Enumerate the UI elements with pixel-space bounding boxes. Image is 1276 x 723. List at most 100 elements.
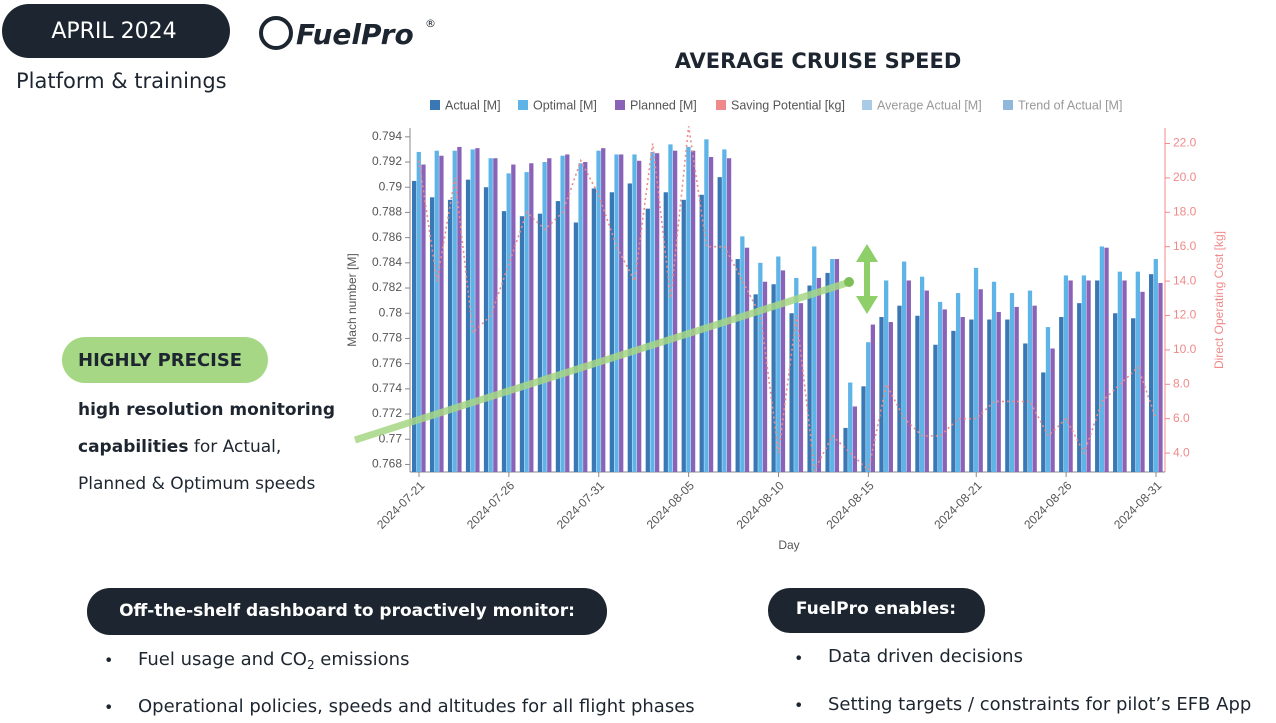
y-tick-label: 0.77: [379, 431, 403, 445]
bar: [578, 163, 583, 473]
logo-icon: [259, 16, 293, 50]
bar: [488, 158, 493, 472]
bar: [690, 150, 696, 472]
bar: [1153, 259, 1158, 472]
bar: [1095, 280, 1100, 472]
bar: [740, 236, 745, 472]
y-tick-label: 0.786: [372, 230, 402, 244]
y-tick-label: 0.782: [372, 280, 402, 294]
bar: [996, 311, 1001, 472]
bar: [542, 162, 547, 472]
bar: [655, 153, 660, 472]
bar: [1131, 318, 1136, 472]
bar: [771, 284, 776, 472]
y2-tick-label: 4.0: [1173, 445, 1190, 459]
bar: [1032, 305, 1037, 472]
bar: [591, 188, 597, 472]
bar: [632, 154, 637, 472]
x-tick-label: 2024-07-26: [464, 478, 518, 532]
bar: [726, 158, 732, 472]
bar: [1086, 280, 1091, 472]
bar: [991, 281, 997, 472]
bar: [524, 172, 529, 472]
bar: [789, 313, 794, 472]
x-tick-label: 2024-07-21: [374, 478, 428, 532]
logo: FuelPro: [296, 18, 414, 51]
bar: [421, 164, 426, 473]
bar: [583, 162, 588, 472]
bullet-dot: •: [794, 696, 803, 715]
y2-tick-label: 18.0: [1173, 204, 1197, 218]
bar: [609, 192, 614, 472]
x-tick-label: 2024-08-05: [644, 478, 698, 532]
bar: [483, 187, 489, 472]
range-arrow-head: [856, 296, 878, 314]
y2-tick-label: 6.0: [1173, 411, 1190, 425]
bar: [955, 293, 961, 472]
y-tick-label: 0.784: [372, 255, 402, 269]
legend-swatch: [862, 100, 872, 110]
bar: [942, 309, 947, 472]
y2-tick-label: 10.0: [1173, 342, 1197, 356]
bar: [753, 294, 758, 472]
bar: [416, 151, 421, 472]
bar: [722, 149, 727, 472]
bar: [452, 150, 457, 472]
bar: [1041, 372, 1046, 472]
bullet-dot: •: [104, 698, 113, 717]
bar: [919, 276, 925, 472]
bullet: Operational policies, speeds and altitud…: [138, 696, 695, 717]
bar: [1050, 348, 1055, 472]
bar: [1068, 280, 1073, 472]
bar: [519, 216, 525, 472]
bar: [1009, 293, 1015, 472]
x-tick-label: 2024-08-21: [931, 478, 985, 532]
callout-pill: [62, 337, 268, 383]
y-tick-label: 0.772: [372, 406, 402, 420]
trend-arrow-head: [844, 277, 854, 287]
y2-tick-label: 8.0: [1173, 376, 1190, 390]
bar: [906, 280, 911, 472]
bar: [708, 156, 714, 472]
x-label: Day: [778, 538, 799, 552]
subtitle: Platform & trainings: [16, 69, 227, 93]
bar: [686, 146, 691, 472]
right-pill: [768, 588, 985, 633]
annotation: [353, 244, 878, 444]
bar: [812, 246, 817, 472]
legend-swatch: [430, 100, 440, 110]
legend-label: Planned [M]: [630, 98, 697, 112]
x-tick-label: 2024-08-31: [1111, 478, 1165, 532]
y2-label: Direct Operating Cost [kg]: [1212, 231, 1226, 369]
x-tick-label: 2024-08-26: [1021, 478, 1075, 532]
date: APRIL 2024: [51, 19, 176, 44]
bar: [866, 342, 871, 472]
callout-text: high resolution monitoring: [78, 400, 335, 420]
legend-label: Saving Potential [kg]: [731, 98, 845, 112]
bar: [506, 173, 511, 472]
bar: [1099, 246, 1105, 472]
bar: [1059, 317, 1064, 472]
bar: [573, 222, 579, 472]
bullet: Data driven decisions: [828, 646, 1023, 667]
y2-tick-label: 12.0: [1173, 308, 1197, 322]
bar: [493, 158, 498, 472]
bar: [870, 324, 876, 472]
bar: [888, 322, 893, 472]
bar: [852, 406, 858, 472]
bar: [807, 285, 812, 472]
bullet: Setting targets / constraints for pilot’…: [828, 694, 1251, 715]
bar: [1149, 274, 1154, 472]
bar: [951, 330, 956, 472]
bar: [1027, 290, 1033, 472]
bar: [848, 382, 853, 472]
bar: [915, 315, 920, 472]
bar: [825, 272, 830, 472]
bar: [1045, 327, 1051, 472]
bar: [699, 194, 704, 473]
x-tick-label: 2024-08-15: [823, 478, 877, 532]
bar: [780, 270, 786, 472]
y2-tick-label: 16.0: [1173, 239, 1197, 253]
bar: [596, 150, 601, 472]
bar: [758, 262, 763, 472]
